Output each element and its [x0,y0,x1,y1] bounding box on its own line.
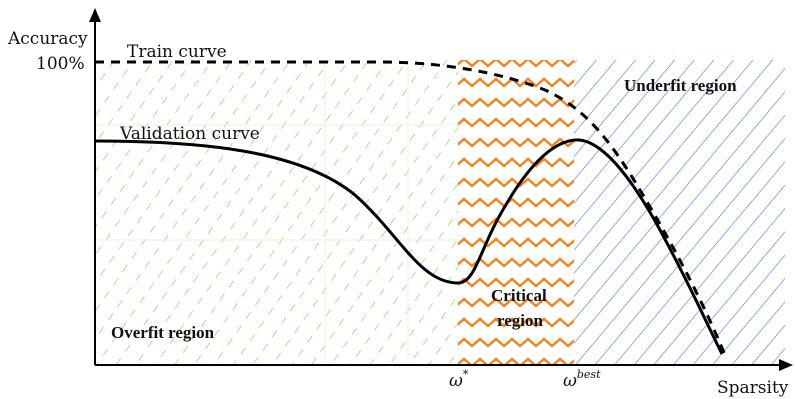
x-axis-arrow-icon [779,359,793,371]
underfit-region-fill [574,60,785,365]
train-curve [95,60,727,356]
critical-zigzag-line [458,357,574,365]
critical-zigzag-line [458,217,574,228]
critical-zigzag-line [458,257,574,268]
critical-zigzag-line [458,77,574,88]
y-axis-label: Accuracy [7,29,88,49]
critical-region-fill [458,60,574,365]
critical-zigzag-line [458,237,574,248]
validation-curve-label: Validation curve [119,124,260,144]
critical-zigzag-line [458,177,574,188]
y-axis-tick-100: 100% [36,54,85,74]
validation-curve [94,138,724,355]
x-tick-omega-star: ω* [449,368,469,391]
x-tick-omega-best: ωbest [563,368,601,391]
overfit-region-fill [95,60,458,365]
train-curve-label: Train curve [127,42,227,62]
critical-zigzag-line [458,197,574,208]
critical-zigzag-line [458,117,574,128]
critical-zigzag-line [458,97,574,108]
critical-zigzag-line [458,157,574,168]
y-axis-arrow-icon [89,8,101,22]
underfit-region-label: Underfit region [624,76,737,95]
critical-zigzag-line [458,277,574,288]
critical-zigzag-line [458,337,574,348]
critical-zigzag-line [458,137,574,148]
critical-region-label-line1: Critical [491,286,547,305]
critical-zigzag-line [458,317,574,328]
critical-region-label-line2: region [497,311,544,330]
overfit-region-label: Overfit region [111,323,215,342]
critical-zigzag-line [458,60,574,68]
critical-zigzag-line [458,297,574,308]
x-axis-label: Sparsity [717,378,789,398]
